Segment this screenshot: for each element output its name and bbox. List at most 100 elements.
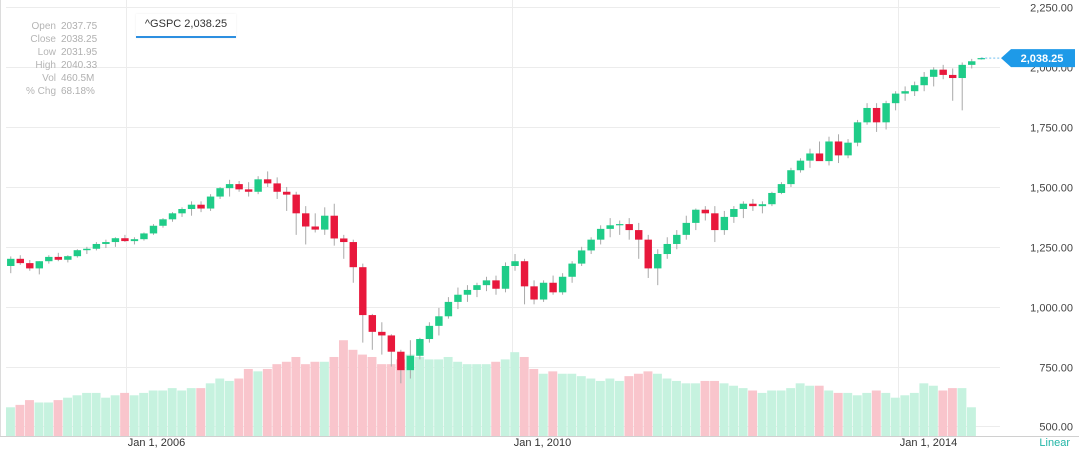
candle-body	[73, 250, 82, 257]
candle-body	[168, 213, 177, 220]
candle-body	[758, 204, 767, 207]
candle-body	[187, 204, 196, 210]
symbol-tag[interactable]: ^GSPC 2,038.25	[136, 14, 236, 38]
volume-bar	[72, 395, 82, 436]
candle-body	[777, 184, 786, 193]
scale-toggle[interactable]: Linear	[1039, 437, 1070, 449]
volume-bar	[253, 371, 263, 436]
candle-body	[596, 228, 605, 240]
candle-body	[435, 316, 443, 326]
volume-bar	[272, 364, 282, 436]
volume-bar	[167, 388, 177, 436]
volume-bar	[748, 390, 758, 436]
candle-body	[844, 142, 852, 156]
volume-bar	[310, 361, 320, 436]
candle-body	[216, 188, 224, 197]
candle-body	[321, 215, 329, 230]
volume-bar	[6, 407, 15, 436]
y-tick-label: 2,250.00	[1030, 3, 1073, 15]
candle-body	[929, 69, 938, 77]
candle-body	[520, 261, 529, 287]
candle-body	[787, 170, 795, 185]
volume-bar	[15, 404, 25, 436]
candle-body	[473, 285, 481, 290]
candle-body	[454, 294, 462, 302]
candle-body	[7, 258, 15, 266]
candle-body	[968, 61, 976, 65]
candle-body	[121, 238, 129, 242]
candle-body	[796, 160, 805, 171]
volume-bar	[491, 361, 501, 436]
volume-bar	[605, 378, 615, 436]
volume-bar	[196, 388, 206, 436]
volume-bar	[919, 383, 929, 436]
candle-body	[244, 189, 253, 192]
volume-bar	[177, 390, 187, 436]
candle-body	[834, 141, 843, 156]
candle-body	[492, 280, 500, 289]
volume-bar	[34, 402, 44, 436]
x-tick-label: Jan 1, 2014	[900, 437, 958, 449]
candle-body	[577, 250, 586, 264]
candle-body	[853, 122, 862, 143]
volume-bar	[25, 400, 34, 436]
candle-body	[416, 339, 424, 356]
ohlc-high-value: 2040.33	[61, 60, 98, 71]
candle-body	[359, 267, 367, 316]
candle-body	[387, 335, 396, 352]
volume-bar	[224, 380, 234, 436]
volume-bar	[633, 373, 643, 436]
candle-body	[644, 239, 652, 269]
volume-bar	[710, 380, 719, 436]
candle-body	[806, 153, 814, 161]
volume-bar	[938, 390, 948, 436]
ohlc-close-value: 2038.25	[61, 34, 98, 45]
volume-bar	[624, 376, 634, 436]
candle-body	[654, 254, 662, 269]
volume-bar	[557, 373, 567, 436]
candle-body	[549, 282, 557, 293]
volume-bars	[6, 340, 976, 436]
candle-body	[282, 191, 291, 195]
candle-body	[16, 258, 24, 264]
volume-bar	[538, 373, 548, 436]
ohlc-chg-value: 68.18%	[61, 86, 95, 97]
ohlc-close-row: Close 2038.25	[4, 33, 97, 46]
candle-body	[730, 209, 738, 217]
volume-bar	[947, 388, 957, 436]
volume-bar	[215, 378, 225, 436]
candle-body	[682, 222, 690, 235]
volume-bar	[662, 378, 672, 436]
candle-body	[397, 351, 405, 371]
candle-body	[720, 216, 729, 231]
volume-bar	[881, 392, 891, 436]
volume-bar	[700, 380, 710, 436]
y-tick-label: 1,250.00	[1030, 243, 1073, 255]
volume-bar	[786, 388, 796, 436]
ohlc-chg-row: % Chg 68.18%	[4, 85, 97, 98]
volume-bar	[386, 364, 396, 436]
volume-bar	[243, 368, 253, 436]
volume-bar	[586, 378, 596, 436]
volume-bar	[890, 397, 900, 436]
volume-bar	[652, 373, 662, 436]
volume-bar	[158, 390, 168, 436]
volume-bar	[424, 359, 434, 436]
price-badge: 2,038.25	[1001, 49, 1075, 68]
candle-body	[330, 215, 338, 239]
candle-body	[368, 315, 377, 332]
candle-body	[302, 213, 310, 227]
volume-bar	[129, 395, 139, 436]
candle-body	[739, 203, 748, 210]
y-tick-label: 1,500.00	[1030, 183, 1073, 195]
candle-body	[768, 192, 776, 205]
volume-bar	[300, 364, 310, 436]
candle-body	[701, 209, 710, 214]
volume-bar	[567, 373, 577, 436]
candle-body	[45, 256, 53, 262]
candle-body	[92, 243, 101, 249]
x-tick-label: Jan 1, 2006	[128, 437, 186, 449]
